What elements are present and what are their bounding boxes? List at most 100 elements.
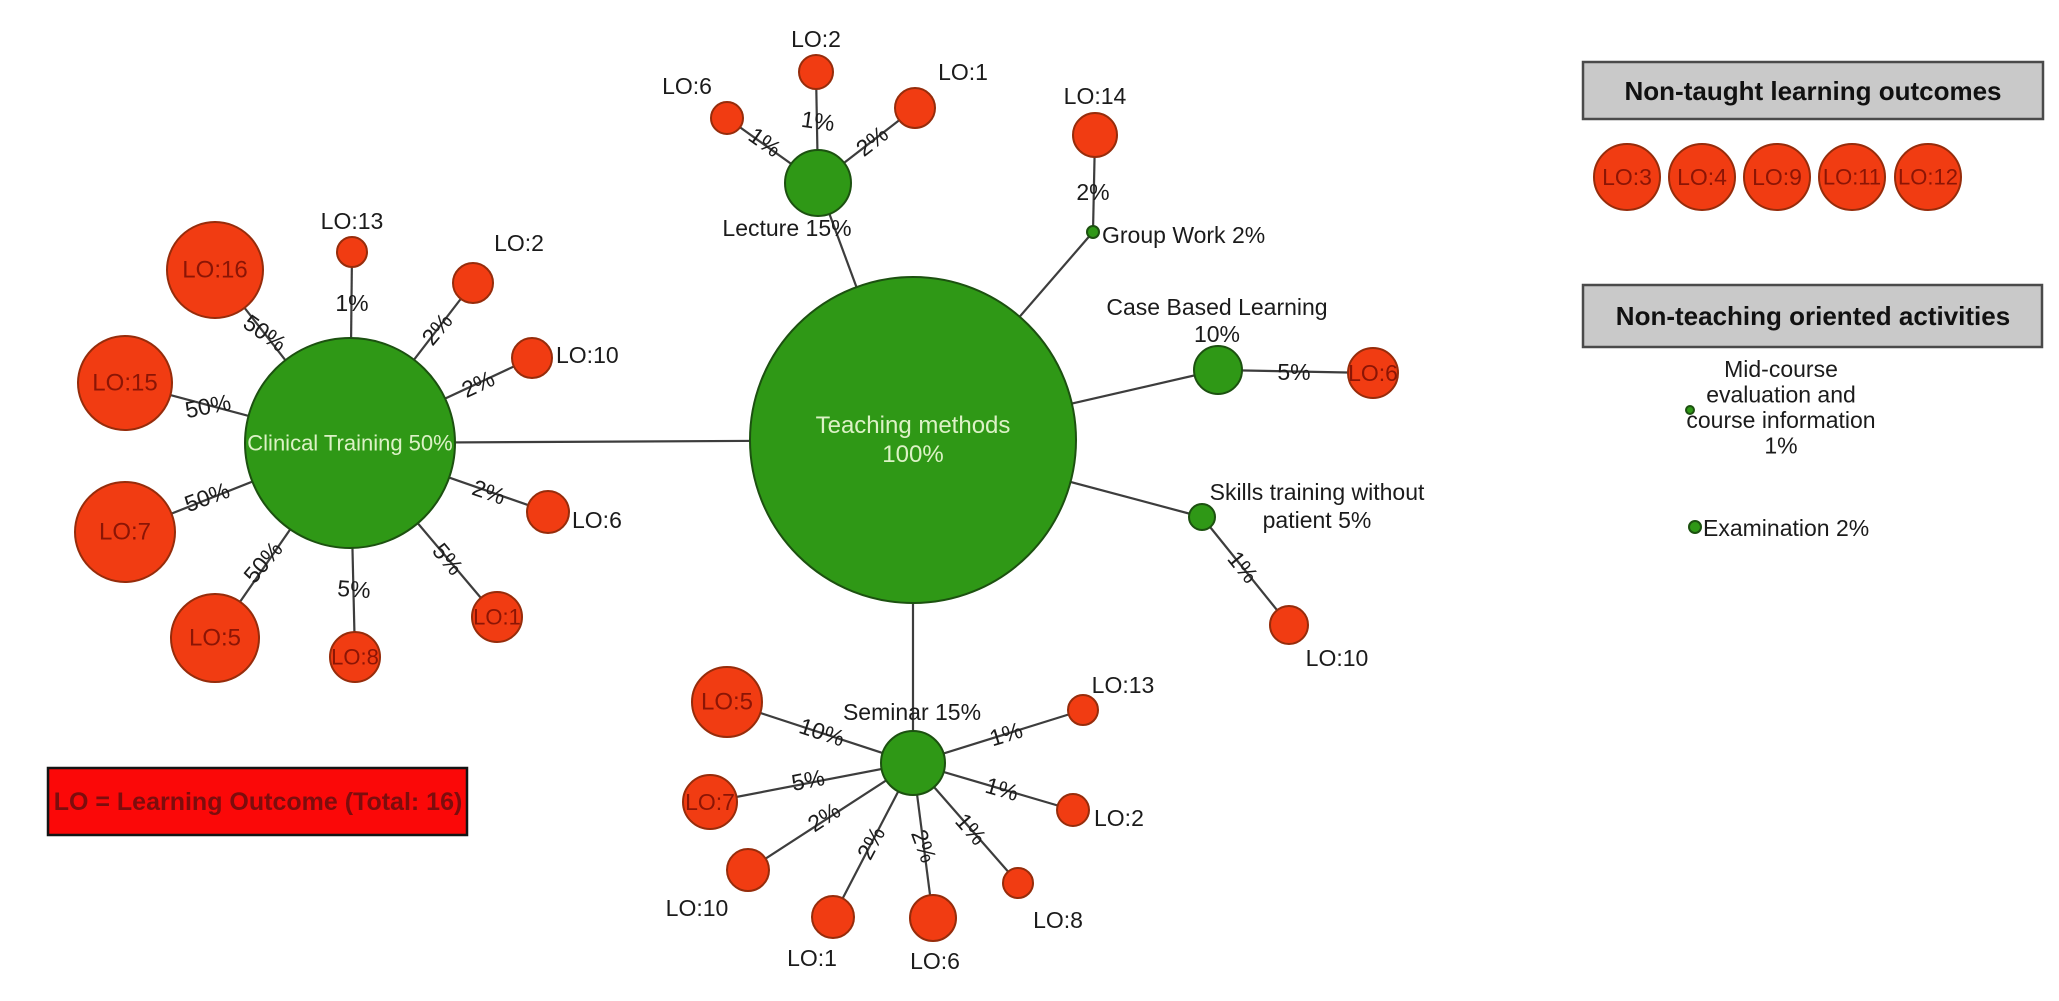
edge-label-lecture-l2: 1% (800, 106, 837, 136)
node-lecture-label: Lecture 15% (722, 215, 851, 241)
node-c5-label: LO:5 (189, 625, 241, 652)
node-c8-circle (329, 631, 381, 683)
edge-label-seminar-s1: 2% (852, 822, 891, 864)
node-s7-circle (682, 774, 738, 830)
legend-nontaught-title: Non-taught learning outcomes (1625, 76, 2002, 106)
node-c1-circle (471, 591, 523, 643)
node-s5-circle (691, 666, 763, 738)
node-midcourse-label-2: course information (1686, 407, 1875, 433)
node-teaching-label-0: Teaching methods (816, 412, 1011, 439)
node-cbl-label-1: 10% (1194, 321, 1240, 347)
legend-nonteaching-box (1581, 283, 2044, 349)
node-l6-label: LO:6 (662, 73, 712, 99)
node-lo12-circle (1894, 143, 1962, 211)
edge-label-clinical-c16: 50% (239, 309, 292, 357)
edge-label-lecture-l1: 2% (851, 121, 893, 162)
node-seminar-label: Seminar 15% (843, 699, 981, 725)
node-c15-label: LO:15 (92, 370, 157, 397)
node-lo4-label: LO:4 (1677, 164, 1727, 190)
edge-label-seminar-s2: 1% (982, 772, 1021, 806)
node-s7-label: LO:7 (685, 789, 735, 815)
node-l2-label: LO:2 (791, 26, 841, 52)
node-midcourse-label-0: Mid-course (1724, 356, 1838, 382)
edge-label-clinical-c6: 2% (469, 474, 509, 509)
edge-seminar-s7 (709, 761, 914, 804)
node-c15-circle (77, 335, 173, 431)
node-cb6-circle (1347, 347, 1399, 399)
node-c13-circle (336, 236, 368, 268)
node-cb6-label: LO:6 (1348, 360, 1398, 386)
node-c5-circle (170, 593, 260, 683)
node-lo14-label: LO:14 (1064, 83, 1127, 109)
node-c7-circle (74, 481, 176, 583)
node-lo14-circle (1072, 112, 1118, 158)
node-skills-label-1: patient 5% (1263, 507, 1372, 533)
node-c10-label: LO:10 (556, 342, 619, 368)
edge-label-seminar-s13: 1% (986, 717, 1025, 752)
edge-label-seminar-s5: 10% (796, 713, 848, 752)
node-c10-circle (511, 337, 553, 379)
node-midcourse-label-1: evaluation and (1706, 382, 1856, 408)
node-lo3-circle (1593, 143, 1661, 211)
edge-label-cbl-cb6: 5% (1277, 359, 1310, 385)
edge-label-skills-sk10: 1% (1222, 546, 1263, 588)
node-s8-circle (1002, 867, 1034, 899)
edge-label-groupwork-lo14: 2% (1076, 179, 1109, 205)
node-s1-label: LO:1 (787, 945, 837, 971)
node-skills-circle (1188, 503, 1216, 531)
node-lo3-label: LO:3 (1602, 164, 1652, 190)
node-sk10-label: LO:10 (1306, 645, 1369, 671)
node-teaching-circle (749, 276, 1077, 604)
node-s13-circle (1067, 694, 1099, 726)
node-l1-circle (894, 87, 936, 129)
node-c16-label: LO:16 (182, 257, 247, 284)
node-s2-circle (1056, 793, 1090, 827)
node-lo9-circle (1743, 143, 1811, 211)
node-groupwork-label: Group Work 2% (1102, 222, 1265, 248)
node-s13-label: LO:13 (1092, 672, 1155, 698)
node-c6-label: LO:6 (572, 507, 622, 533)
edge-label-seminar-s7: 5% (789, 764, 827, 796)
edge-label-clinical-c2: 2% (416, 308, 457, 350)
edge-label-clinical-c1: 5% (427, 538, 468, 580)
legend-nonteaching-title: Non-teaching oriented activities (1616, 301, 2010, 331)
edge-label-clinical-c13: 1% (335, 290, 368, 316)
legend-nontaught-box (1581, 60, 2045, 121)
node-teaching-label-1: 100% (882, 441, 943, 468)
node-s6-label: LO:6 (910, 948, 960, 974)
node-c7-label: LO:7 (99, 519, 151, 546)
node-lo12-label: LO:12 (1898, 165, 1958, 190)
node-l6-circle (710, 101, 744, 135)
node-cbl-circle (1193, 345, 1243, 395)
node-lo11-circle (1818, 143, 1886, 211)
edge-skills-sk10 (1201, 516, 1290, 626)
node-seminar-circle (880, 730, 946, 796)
node-midcourse-label-3: 1% (1764, 433, 1797, 459)
node-cbl-label-0: Case Based Learning (1106, 294, 1327, 320)
node-lecture-circle (784, 149, 852, 217)
node-l2-circle (798, 54, 834, 90)
note-lo-title: LO = Learning Outcome (Total: 16) (54, 788, 463, 816)
node-clinical-label: Clinical Training 50% (247, 431, 452, 456)
node-c8-label: LO:8 (331, 645, 379, 670)
note-lo-box (46, 766, 469, 837)
node-lo11-label: LO:11 (1823, 165, 1881, 190)
node-c6-circle (526, 490, 570, 534)
edge-label-clinical-c10: 2% (457, 365, 498, 403)
node-s1-circle (811, 895, 855, 939)
node-s8-label: LO:8 (1033, 907, 1083, 933)
edge-label-clinical-c8: 5% (337, 575, 372, 603)
node-exam-circle (1688, 520, 1702, 534)
node-groupwork-circle (1086, 225, 1100, 239)
node-c2-circle (452, 262, 494, 304)
node-sk10-circle (1269, 605, 1309, 645)
node-s5-label: LO:5 (701, 689, 753, 716)
node-skills-label-0: Skills training without (1210, 479, 1425, 505)
node-midcourse-circle (1685, 405, 1695, 415)
node-clinical-circle (244, 337, 456, 549)
edge-label-clinical-c15: 50% (183, 389, 233, 423)
node-s6-circle (909, 894, 957, 942)
node-exam-label: Examination 2% (1703, 515, 1869, 541)
